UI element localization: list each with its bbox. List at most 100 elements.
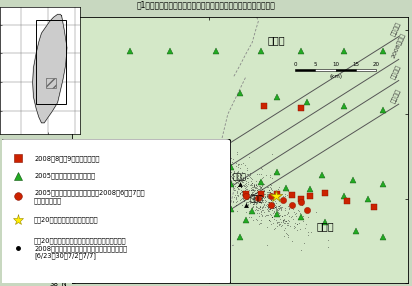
Point bbox=[291, 224, 297, 229]
Point bbox=[237, 173, 244, 178]
Point bbox=[273, 206, 280, 211]
Point bbox=[253, 192, 259, 197]
Point bbox=[252, 195, 259, 200]
Text: 秋田県: 秋田県 bbox=[146, 141, 163, 151]
Point bbox=[234, 170, 241, 174]
Point bbox=[294, 222, 300, 227]
Text: 2008年8月〜9月の共同観測点: 2008年8月〜9月の共同観測点 bbox=[34, 155, 99, 162]
Point bbox=[261, 189, 267, 193]
Point bbox=[301, 241, 307, 246]
Point bbox=[273, 204, 279, 209]
Point bbox=[213, 170, 220, 175]
Point bbox=[222, 186, 229, 190]
Point bbox=[208, 166, 215, 171]
Point bbox=[286, 224, 293, 229]
Point bbox=[325, 238, 331, 242]
Point bbox=[267, 185, 273, 189]
Point bbox=[283, 231, 289, 235]
Point bbox=[238, 184, 244, 189]
Point bbox=[227, 187, 233, 191]
Bar bbox=[36, 20, 66, 104]
Point bbox=[265, 218, 272, 222]
Point bbox=[258, 172, 264, 176]
Point bbox=[227, 180, 234, 184]
Point bbox=[253, 179, 259, 183]
Point bbox=[253, 183, 259, 188]
Point bbox=[253, 205, 260, 210]
Point bbox=[213, 163, 220, 168]
Point bbox=[239, 189, 245, 194]
Point bbox=[259, 195, 265, 200]
Point bbox=[246, 192, 252, 196]
Point bbox=[269, 175, 275, 180]
Point bbox=[237, 197, 244, 202]
Point bbox=[263, 173, 270, 177]
Point bbox=[281, 194, 288, 199]
Point bbox=[268, 198, 275, 203]
Point bbox=[264, 194, 270, 198]
Point bbox=[253, 184, 260, 189]
Point bbox=[218, 186, 225, 190]
Point bbox=[266, 190, 273, 195]
Point bbox=[279, 194, 286, 198]
Point bbox=[212, 158, 218, 162]
Point bbox=[245, 196, 251, 200]
Point bbox=[232, 179, 238, 183]
Point bbox=[245, 200, 251, 204]
Point bbox=[251, 194, 258, 199]
Point bbox=[248, 215, 255, 220]
Point bbox=[246, 172, 253, 177]
Point bbox=[248, 196, 254, 200]
Point bbox=[256, 211, 262, 216]
Point bbox=[269, 197, 276, 202]
Point bbox=[266, 217, 272, 222]
Point bbox=[291, 210, 298, 214]
Point bbox=[281, 228, 288, 233]
Point bbox=[252, 191, 258, 196]
Point bbox=[234, 189, 241, 194]
Point bbox=[260, 205, 266, 210]
Point bbox=[250, 197, 257, 202]
Point bbox=[224, 180, 231, 184]
Point bbox=[257, 207, 264, 211]
Point bbox=[220, 179, 227, 184]
Point bbox=[238, 190, 245, 194]
Point bbox=[251, 181, 258, 186]
Point bbox=[227, 168, 234, 172]
Point bbox=[238, 172, 245, 177]
Point bbox=[250, 192, 257, 196]
Point bbox=[289, 239, 296, 243]
Point bbox=[277, 208, 284, 212]
Point bbox=[258, 180, 265, 185]
Point bbox=[246, 199, 253, 203]
Point bbox=[264, 243, 270, 248]
Point bbox=[235, 178, 242, 182]
Point bbox=[254, 188, 260, 193]
Point bbox=[248, 204, 255, 209]
Point bbox=[253, 186, 260, 190]
Point bbox=[212, 165, 218, 169]
Point bbox=[268, 204, 274, 209]
Point bbox=[278, 206, 284, 211]
Text: 虎毛山: 虎毛山 bbox=[182, 212, 196, 221]
Point bbox=[293, 222, 300, 227]
Point bbox=[250, 202, 257, 206]
Point bbox=[263, 192, 270, 196]
Point bbox=[249, 204, 256, 209]
Polygon shape bbox=[33, 14, 67, 123]
Point bbox=[217, 177, 224, 182]
Point bbox=[253, 202, 260, 206]
Point bbox=[235, 187, 242, 191]
Point bbox=[206, 160, 212, 164]
Point bbox=[286, 219, 292, 223]
Point bbox=[235, 174, 241, 178]
Point bbox=[230, 199, 236, 203]
Point bbox=[265, 187, 272, 192]
Point bbox=[232, 184, 238, 189]
Point bbox=[239, 196, 246, 200]
Point bbox=[220, 167, 227, 171]
Point bbox=[220, 192, 226, 196]
Point bbox=[220, 166, 226, 170]
Point bbox=[253, 200, 260, 205]
Point bbox=[266, 209, 272, 213]
